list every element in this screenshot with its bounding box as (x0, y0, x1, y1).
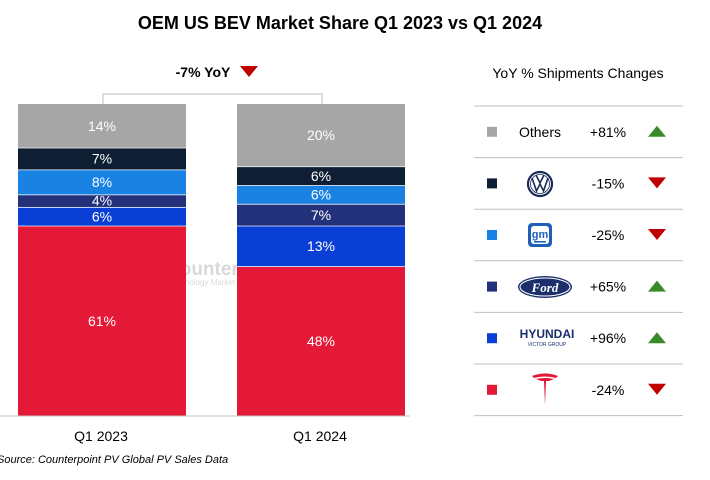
legend-change: +65% (590, 279, 626, 295)
bar-segment-others (18, 104, 186, 148)
down-arrow-icon (648, 229, 666, 240)
x-tick-label: Q1 2024 (293, 428, 347, 444)
chart-title: OEM US BEV Market Share Q1 2023 vs Q1 20… (138, 13, 542, 33)
legend-change: -25% (592, 227, 625, 243)
data-label: 8% (92, 174, 112, 190)
bar-segment-volkswagen (237, 166, 405, 186)
bar-segment-volkswagen (18, 147, 186, 170)
bar-segment-ford (237, 203, 405, 226)
down-arrow-icon (648, 383, 666, 395)
legend-change: +96% (590, 330, 626, 346)
legend-swatch (487, 230, 497, 240)
data-label: 6% (311, 168, 331, 184)
up-arrow-icon (648, 332, 666, 344)
source-note: Source: Counterpoint PV Global PV Sales … (0, 454, 228, 466)
legend-title: YoY % Shipments Changes (492, 65, 663, 81)
yoy-change-annotation: -7% YoY (102, 60, 323, 104)
ford-logo-icon: Ford (518, 276, 572, 298)
legend-swatch (487, 384, 497, 395)
bar-segment-hyundai (237, 225, 405, 267)
data-label: 7% (311, 207, 331, 223)
x-axis: Q1 2023 Q1 2024 (0, 415, 410, 444)
hyundai-logo-text: HYUNDAI (520, 327, 575, 341)
data-label: 6% (311, 186, 331, 202)
yoy-label-bg (160, 60, 270, 82)
ford-logo-text: Ford (531, 280, 559, 295)
bars-group: 61%6%4%8%7%14%48%13%7%6%6%20% (18, 104, 405, 416)
yoy-bracket (102, 93, 323, 104)
gm-logo-text: gm (532, 229, 549, 241)
data-label: 7% (92, 151, 112, 167)
legend-swatch (487, 178, 497, 189)
legend-swatch (487, 333, 497, 344)
hyundai-logo-subtext: VICTOR GROUP (528, 342, 567, 348)
data-label: 20% (307, 127, 335, 143)
up-arrow-icon (648, 125, 666, 137)
data-label: 6% (92, 208, 112, 224)
legend-swatch (487, 126, 497, 137)
up-arrow-icon (648, 280, 666, 292)
vw-logo-icon (526, 170, 554, 198)
gm-logo-icon: gm (528, 223, 552, 247)
hyundai-logo-icon: HYUNDAI VICTOR GROUP (520, 327, 575, 348)
down-arrow-icon (240, 66, 258, 77)
x-tick-label: Q1 2023 (74, 428, 128, 444)
data-label: 61% (88, 313, 116, 329)
legend-change: -24% (592, 382, 625, 398)
yoy-change-label: -7% YoY (176, 64, 231, 80)
bar-segment-tesla (237, 266, 405, 416)
bar-segment-hyundai (18, 206, 186, 226)
legend-change: -15% (592, 175, 625, 191)
legend-swatch (487, 281, 497, 292)
legend-change: +81% (590, 124, 626, 140)
legend-rows: Others +81% -15% -25% +65% +96% -24% (474, 105, 683, 417)
data-label: 48% (307, 333, 335, 349)
data-label: 14% (88, 118, 116, 134)
bar-segment-ford (18, 194, 186, 207)
legend-label: Others (519, 124, 561, 140)
bar-segment-gm (237, 185, 405, 204)
watermark-tagline: Technology Market Research (168, 278, 272, 287)
legend: YoY % Shipments Changes Others +81% -15% -2… (474, 65, 683, 417)
bar-segment-tesla (18, 225, 186, 416)
data-label: 4% (92, 193, 112, 209)
bar-segment-others (237, 104, 405, 167)
down-arrow-icon (648, 177, 666, 189)
data-label: 13% (307, 238, 335, 254)
tesla-logo-icon (532, 373, 558, 405)
bar-segment-gm (18, 169, 186, 195)
